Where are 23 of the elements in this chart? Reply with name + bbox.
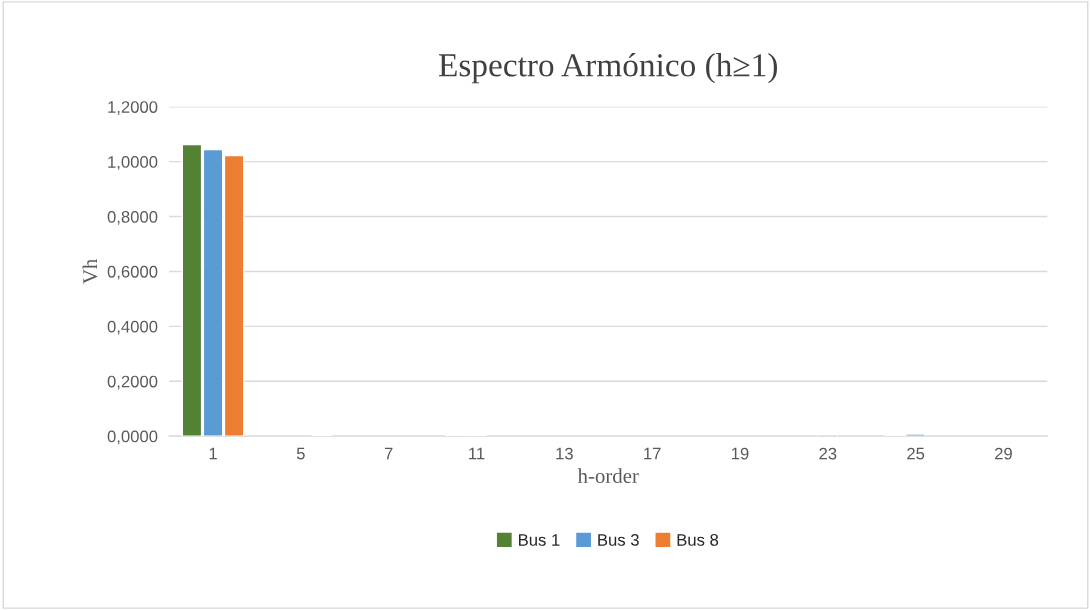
legend-label: Bus 1 (519, 534, 560, 546)
y-tick-label: 0,2000 (107, 375, 158, 390)
x-axis-title: h-order (577, 468, 639, 484)
x-tick-label: 25 (907, 447, 925, 460)
y-tick-label: 1,2000 (108, 101, 158, 115)
legend-label: Bus 8 (677, 534, 719, 546)
y-tick-label: 0,0000 (107, 430, 158, 445)
y-tick-label: 1,0000 (108, 156, 158, 170)
legend-label: Bus 3 (598, 534, 639, 546)
x-tick-label: 23 (819, 447, 837, 460)
x-tick-label: 1 (209, 447, 217, 460)
x-tick-label: 29 (995, 447, 1012, 460)
x-tick-label: 17 (644, 447, 661, 460)
x-tick-label: 11 (469, 447, 485, 460)
y-tick-label: 0,4000 (107, 320, 158, 335)
y-tick-label: 0,6000 (107, 265, 158, 280)
x-tick-label: 5 (296, 447, 305, 460)
y-tick-label: 0,8000 (107, 210, 158, 225)
x-tick-label: 7 (384, 447, 393, 460)
x-tick-label: 13 (556, 447, 573, 460)
x-tick-label: 19 (731, 447, 749, 460)
y-axis-title: Vh (82, 258, 98, 284)
chart-title: Espectro Armónico (h≥1) (438, 53, 777, 84)
